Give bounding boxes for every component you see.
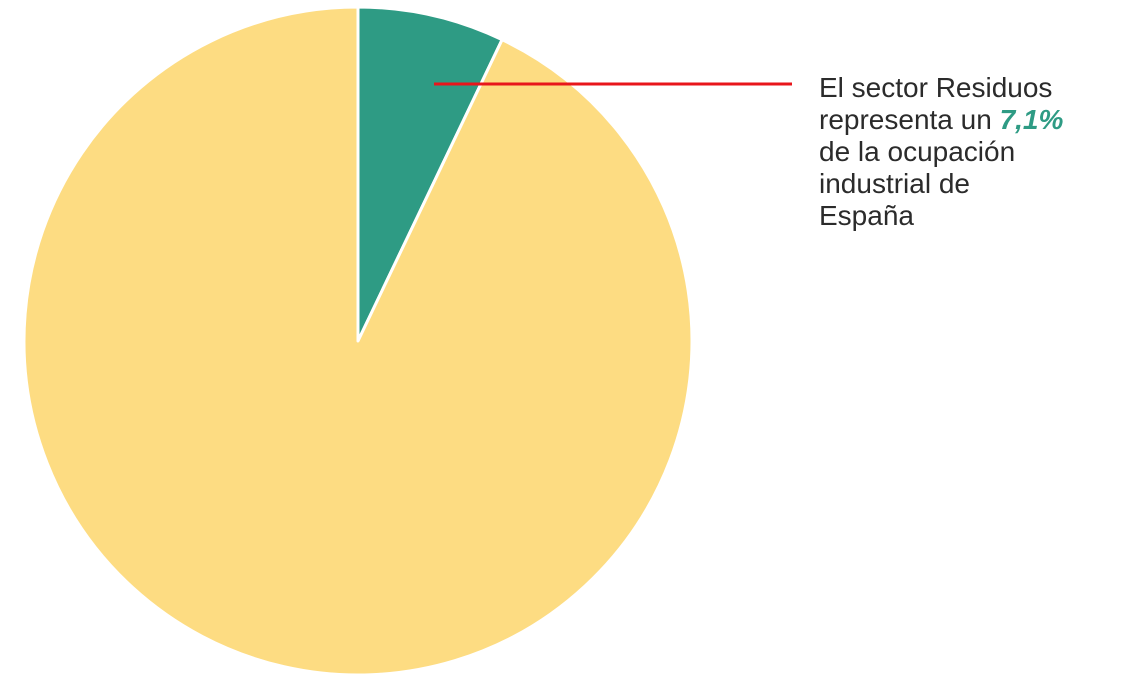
annotation-text-after: de la ocupación industrial de España [819, 136, 1016, 231]
annotation-text-before: El sector Residuos representa un [819, 72, 1053, 135]
annotation-percentage: 7,1% [999, 104, 1064, 135]
annotation-text: El sector Residuos representa un 7,1% de… [819, 72, 1069, 232]
pie-slice-residuos [356, 5, 504, 343]
pie-slices [22, 5, 694, 674]
pie-slice-resto [22, 5, 694, 674]
